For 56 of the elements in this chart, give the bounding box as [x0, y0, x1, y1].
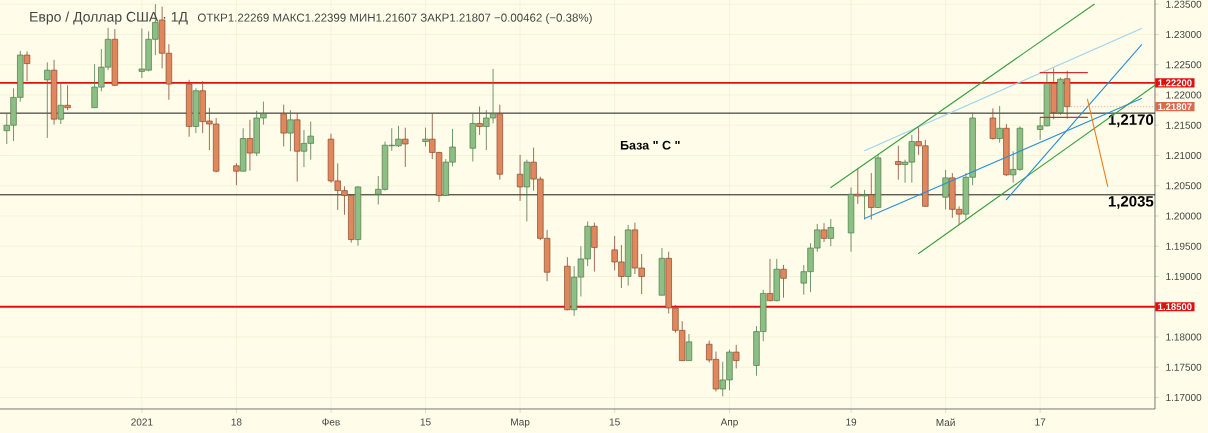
candlestick [287, 109, 294, 152]
candlestick [861, 189, 868, 221]
x-tick-label: 17 [1035, 418, 1046, 426]
ref-line-label: 1.22200 [1158, 79, 1192, 87]
candlestick [733, 344, 740, 369]
ref-line-label: 1,2035 [1108, 196, 1154, 209]
candlestick [23, 51, 31, 82]
x-tick-label: 18 [231, 418, 242, 426]
ref-line-label: 1,2170 [1108, 114, 1154, 128]
candlestick [402, 127, 409, 168]
x-tick-label: Май [936, 418, 955, 427]
candlestick [422, 127, 429, 147]
candlestick [942, 169, 949, 210]
annotation: База " С " [620, 140, 680, 150]
candlestick [780, 264, 787, 299]
candlestick [246, 119, 254, 172]
y-tick-label: 1.22000 [1166, 91, 1202, 99]
candlestick [766, 258, 774, 302]
y-tick-label: 1.23000 [1166, 30, 1202, 39]
y-tick-label: 1.19500 [1166, 242, 1202, 250]
candlestick [827, 218, 834, 247]
candlestick [989, 107, 997, 141]
candlestick [57, 83, 64, 125]
x-tick-label: Фев [322, 418, 340, 426]
candlestick [854, 167, 861, 205]
y-tick-label: 1.21000 [1166, 151, 1202, 160]
x-tick-label: 19 [846, 418, 857, 426]
x-tick-label: 2021 [131, 418, 153, 426]
x-tick-label: Апр [720, 418, 738, 428]
candlestick [820, 222, 828, 243]
candlestick [685, 333, 693, 361]
y-tick-label: 1.17000 [1166, 393, 1202, 402]
ref-line-label: 1.18500 [1158, 303, 1192, 311]
candlestick [516, 154, 524, 202]
y-tick-label: 1.20000 [1166, 212, 1202, 220]
y-tick-label: 1.19000 [1166, 272, 1202, 281]
candlestick [996, 105, 1003, 144]
candlestick [895, 145, 902, 181]
x-tick-label: 15 [420, 418, 431, 426]
candlestick [233, 162, 240, 186]
y-tick-label: 1.17500 [1166, 363, 1202, 371]
candlestick [64, 84, 71, 111]
x-tick-label: Мар [511, 418, 530, 428]
text: ОТКР1.22269 МАКС1.22399 МИН1.21607 ЗАКР1.21807 −0.00462 (−0.38%) [197, 13, 592, 24]
x-tick-label: 15 [609, 418, 620, 426]
candlestick [476, 106, 483, 136]
y-tick-label: 1.23500 [1166, 0, 1202, 8]
y-tick-label: 1.22500 [1166, 61, 1202, 69]
annotation: 1.21807 [1158, 103, 1192, 111]
candlestick [280, 104, 287, 147]
candlestick [591, 222, 598, 273]
y-tick-label: 1.21500 [1166, 121, 1202, 129]
y-tick-label: 1.20500 [1166, 182, 1202, 190]
candlestick [44, 61, 51, 139]
candlestick [868, 172, 875, 221]
y-tick-label: 1.18000 [1166, 333, 1202, 341]
